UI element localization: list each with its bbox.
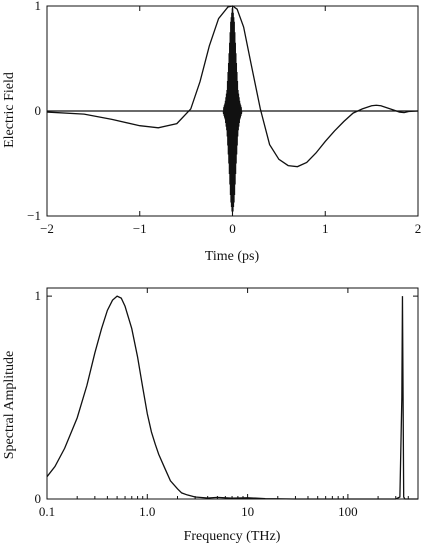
x-tick-label: 10: [241, 504, 254, 519]
time-panel-ticks: −2 −1 0 1 2−101: [27, 0, 421, 236]
time-panel-xlabel: Time (ps): [205, 249, 260, 264]
y-tick-label: 1: [35, 288, 42, 303]
x-tick-label: −1: [133, 221, 147, 236]
x-tick-label: 2: [415, 221, 422, 236]
time-panel-ylabel: Electric Field: [2, 72, 17, 148]
x-tick-label: 1.0: [139, 504, 155, 519]
x-tick-label: 100: [338, 504, 358, 519]
x-tick-label: 0: [229, 221, 236, 236]
carrier-oscillation-series: [222, 8, 243, 217]
spectrum-series: [46, 295, 418, 500]
time-panel-marks: [46, 5, 419, 217]
spectrum-panel-ticks: 0.1 1.0 10 100 0 1: [35, 288, 419, 519]
time-panel: Electric Field Time (ps) −2 −1 0 1 2−101: [2, 0, 421, 264]
x-tick-label: 0.1: [39, 504, 55, 519]
spectrum-panel-ylabel: Spectral Amplitude: [2, 351, 17, 459]
y-tick-label: 1: [35, 0, 42, 13]
spectrum-panel: Spectral Amplitude Frequency (THz) 0.1 1.…: [2, 287, 419, 544]
y-tick-label: 0: [35, 491, 42, 506]
y-tick-label: 0: [35, 103, 42, 118]
time-panel-frame: [46, 5, 419, 217]
y-tick-label: −1: [27, 208, 41, 223]
spectrum-panel-marks: [46, 295, 418, 500]
spectrum-panel-frame: [46, 287, 419, 500]
x-tick-label: 1: [322, 221, 329, 236]
envelope-series: [46, 5, 419, 168]
spectrum-panel-xlabel: Frequency (THz): [184, 529, 281, 544]
x-tick-label: −2: [40, 221, 54, 236]
